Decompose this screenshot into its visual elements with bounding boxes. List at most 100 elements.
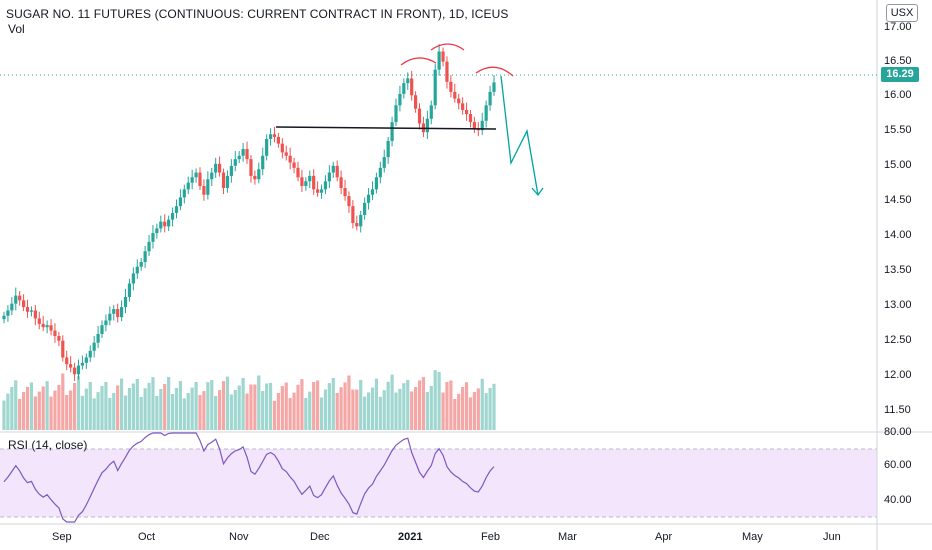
candle-body [61, 340, 65, 358]
volume-bar [155, 395, 159, 430]
candle-body [198, 172, 202, 187]
candle-body [41, 323, 45, 328]
volume-bar [229, 394, 233, 430]
candle-body [2, 315, 6, 320]
candle-body [80, 362, 84, 366]
volume-bar [186, 393, 190, 430]
candle-body [76, 365, 81, 375]
candle-body [261, 155, 265, 170]
candle-body [461, 103, 465, 111]
rsi-tick: 60.00 [884, 459, 912, 471]
volume-bar [100, 386, 104, 430]
candle-body [429, 105, 433, 119]
candle-body [229, 165, 233, 176]
candle-body [359, 214, 363, 227]
candle-body [84, 357, 88, 363]
volume-bar [425, 392, 429, 430]
candle-body [268, 134, 273, 139]
candle-body [457, 98, 461, 104]
volume-bar [76, 376, 81, 430]
rsi-line [3, 432, 495, 523]
rsi-tick: 40.00 [884, 494, 912, 506]
projection-path[interactable] [500, 75, 539, 196]
candle-body [100, 325, 104, 334]
volume-bar [123, 395, 128, 430]
volume-bar [433, 370, 437, 430]
volume-bar [464, 382, 469, 430]
volume-bar [88, 382, 92, 430]
volume-bar [437, 371, 441, 430]
price-tick: 16.50 [884, 55, 912, 67]
candle-body [194, 172, 198, 178]
candle-body [163, 221, 167, 227]
right-shoulder-arc[interactable] [475, 66, 514, 77]
volume-bar [14, 380, 18, 430]
candle-body [449, 81, 453, 92]
candle-body [88, 350, 92, 358]
price-tick: 17.00 [884, 21, 912, 33]
volume-bar [92, 398, 96, 430]
candle-body [116, 309, 120, 318]
volume-bar [484, 393, 488, 430]
candle-body [304, 181, 308, 187]
volume-bar [190, 387, 194, 430]
price-tick: 12.50 [884, 334, 912, 346]
candle-body [351, 206, 355, 223]
volume-bar [296, 384, 300, 430]
candle-body [327, 172, 331, 182]
candle-body [159, 221, 163, 229]
volume-bar [218, 390, 222, 430]
candle-body [245, 149, 249, 160]
candle-body [221, 172, 226, 189]
candle-body [312, 175, 316, 190]
candle-body [69, 364, 73, 368]
time-tick: Apr [655, 531, 673, 543]
volume-bar [272, 400, 277, 430]
head-arc[interactable] [430, 43, 465, 51]
candle-body [382, 157, 386, 168]
volume-bar [65, 395, 69, 430]
candle-body [468, 114, 473, 123]
volume-bar [53, 390, 57, 430]
volume-bar [351, 389, 355, 430]
candle-body [174, 206, 179, 213]
volume-bar [370, 387, 375, 430]
candle-body [104, 320, 108, 326]
candle-body [206, 179, 210, 195]
candle-body [253, 175, 257, 180]
candle-body [53, 330, 57, 336]
volume-bar [461, 387, 465, 430]
currency-button[interactable]: USX [886, 4, 918, 22]
candle-body [108, 313, 112, 321]
volume-bar [441, 392, 445, 430]
candle-body [29, 310, 34, 312]
neckline-drawing[interactable] [275, 126, 497, 130]
volume-bar [378, 396, 382, 430]
volume-bar [288, 398, 292, 430]
candle-body [296, 167, 300, 178]
volume-bar [366, 392, 371, 430]
candle-body [308, 175, 312, 182]
volume-bar [343, 382, 347, 430]
candle-body [218, 163, 222, 173]
candle-body [484, 105, 488, 121]
candle-body [441, 51, 445, 62]
volume-bar [159, 389, 163, 430]
chart-title: SUGAR NO. 11 FUTURES (CONTINUOUS: CURREN… [6, 7, 509, 21]
volume-bar [457, 393, 461, 430]
candle-body [480, 120, 484, 131]
time-tick: May [742, 531, 763, 543]
candle-body [414, 95, 418, 109]
candle-body [96, 333, 100, 343]
volume-bar [37, 391, 41, 430]
volume-bar [2, 400, 6, 430]
left-shoulder-arc[interactable] [400, 57, 437, 66]
volume-bar [214, 396, 218, 430]
rsi-band [0, 449, 877, 517]
volume-bar [265, 383, 269, 430]
volume-bar [417, 380, 422, 430]
time-tick: 2021 [398, 531, 423, 543]
candle-body [225, 175, 230, 189]
time-tick: Dec [310, 531, 330, 543]
